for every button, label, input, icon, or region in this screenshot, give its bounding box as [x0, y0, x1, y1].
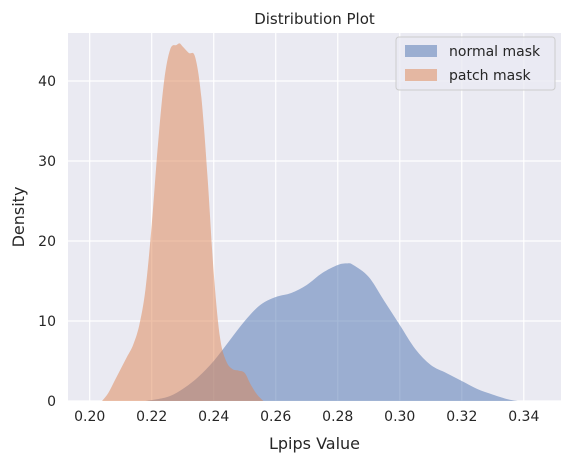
y-tick-label: 0 — [47, 394, 56, 410]
density-area-normal-mask — [145, 263, 518, 401]
y-ticks: 0 10 20 30 40 — [38, 74, 56, 410]
legend-swatch-patch-mask — [405, 69, 437, 81]
x-ticks: 0.20 0.22 0.24 0.26 0.28 0.30 0.32 0.34 — [74, 409, 539, 425]
legend-label-patch-mask: patch mask — [449, 68, 531, 84]
y-axis-label: Density — [9, 187, 28, 248]
legend-swatch-normal-mask — [405, 45, 437, 57]
legend-label-normal-mask: normal mask — [449, 44, 541, 60]
y-tick-label: 10 — [38, 314, 56, 330]
chart-title: Distribution Plot — [254, 10, 375, 28]
x-tick-label: 0.32 — [446, 409, 477, 425]
x-axis-label: Lpips Value — [269, 434, 360, 453]
x-tick-label: 0.30 — [384, 409, 415, 425]
x-tick-label: 0.22 — [136, 409, 167, 425]
y-tick-label: 30 — [38, 154, 56, 170]
density-area-patch-mask — [102, 43, 264, 401]
x-tick-label: 0.20 — [74, 409, 105, 425]
y-tick-label: 20 — [38, 234, 56, 250]
x-tick-label: 0.28 — [322, 409, 353, 425]
x-tick-label: 0.34 — [508, 409, 539, 425]
x-tick-label: 0.24 — [198, 409, 229, 425]
x-tick-label: 0.26 — [260, 409, 291, 425]
series-layer — [102, 43, 518, 401]
legend: normal mask patch mask — [395, 36, 556, 91]
y-tick-label: 40 — [38, 74, 56, 90]
